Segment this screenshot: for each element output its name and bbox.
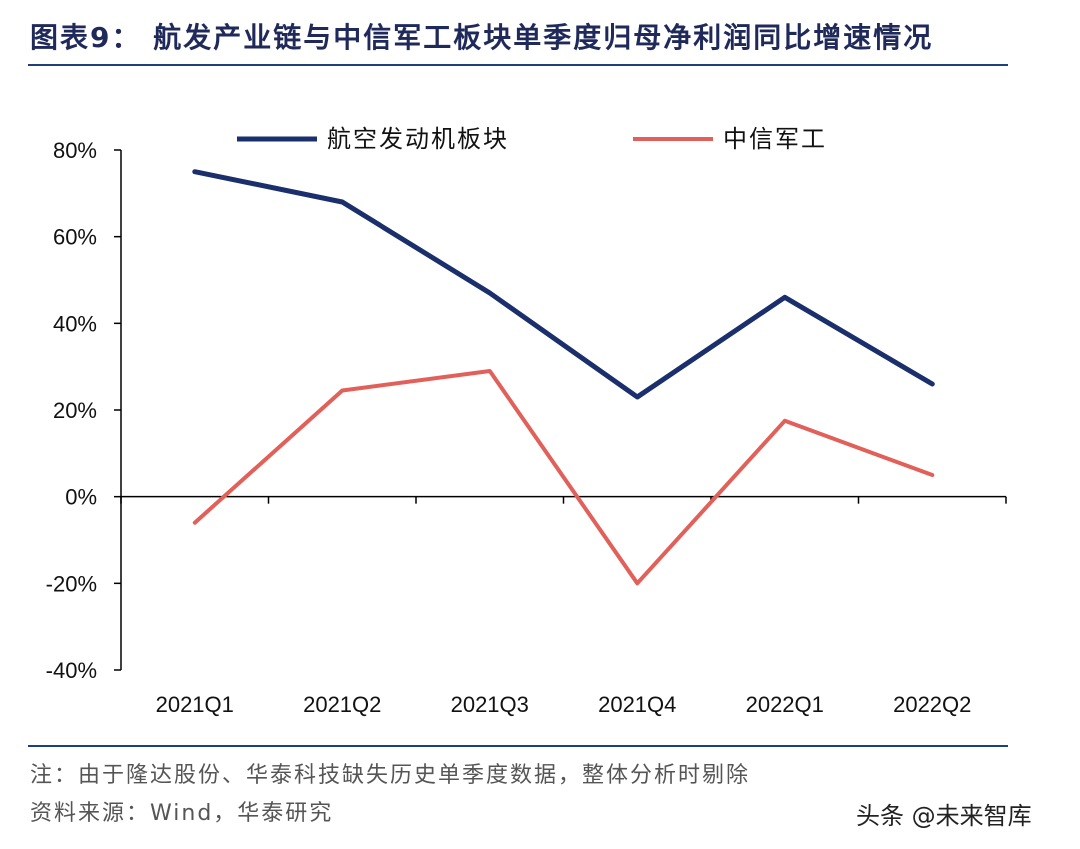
y-tick-label: 60% <box>53 225 97 250</box>
data-point <box>341 390 343 391</box>
data-point <box>489 370 491 372</box>
legend-label-1: 航空发动机板块 <box>327 125 509 153</box>
x-tick-label: 2021Q2 <box>303 692 381 717</box>
y-tick-label: 40% <box>53 311 97 336</box>
x-tick-label: 2022Q1 <box>746 692 824 717</box>
x-tick-label: 2021Q4 <box>598 692 676 717</box>
line-chart: 80% 60% 40% 20% 0% -20% -40% 2021Q1 2021Q2 2021Q3… <box>46 125 1007 717</box>
watermark-text: 头条 @未来智库 <box>856 802 1032 830</box>
data-point <box>636 582 638 584</box>
y-tick-label: 80% <box>53 138 97 163</box>
y-tick-label: -40% <box>46 658 97 683</box>
x-tick-label: 2021Q1 <box>156 692 234 717</box>
data-point <box>489 292 491 294</box>
data-point <box>194 522 196 524</box>
x-tick-label: 2022Q2 <box>893 692 971 717</box>
x-tick-label: 2021Q3 <box>451 692 529 717</box>
title-divider <box>28 64 1008 66</box>
footer-divider <box>28 745 1008 747</box>
y-tick-label: 20% <box>53 398 97 423</box>
chart-title: 图表9： 航发产业链与中信军工板块单季度归母净利润同比增速情况 <box>30 21 934 54</box>
data-point <box>194 171 196 173</box>
series-line-2 <box>192 369 935 586</box>
data-point <box>341 201 343 203</box>
footnote: 注：由于隆达股份、华泰科技缺失历史单季度数据，整体分析时剔除 <box>30 763 751 788</box>
y-tick-label: -20% <box>46 571 97 596</box>
data-point <box>636 396 638 398</box>
data-point <box>784 420 786 422</box>
data-point <box>931 474 933 476</box>
data-point <box>784 296 786 298</box>
series-line-1 <box>192 169 935 400</box>
source-note: 资料来源：Wind，华泰研究 <box>30 801 334 826</box>
data-point <box>931 383 933 385</box>
legend-label-2: 中信军工 <box>723 125 827 153</box>
y-tick-label: 0% <box>65 485 97 510</box>
watermark: 头条 @未来智库 <box>856 796 1032 831</box>
